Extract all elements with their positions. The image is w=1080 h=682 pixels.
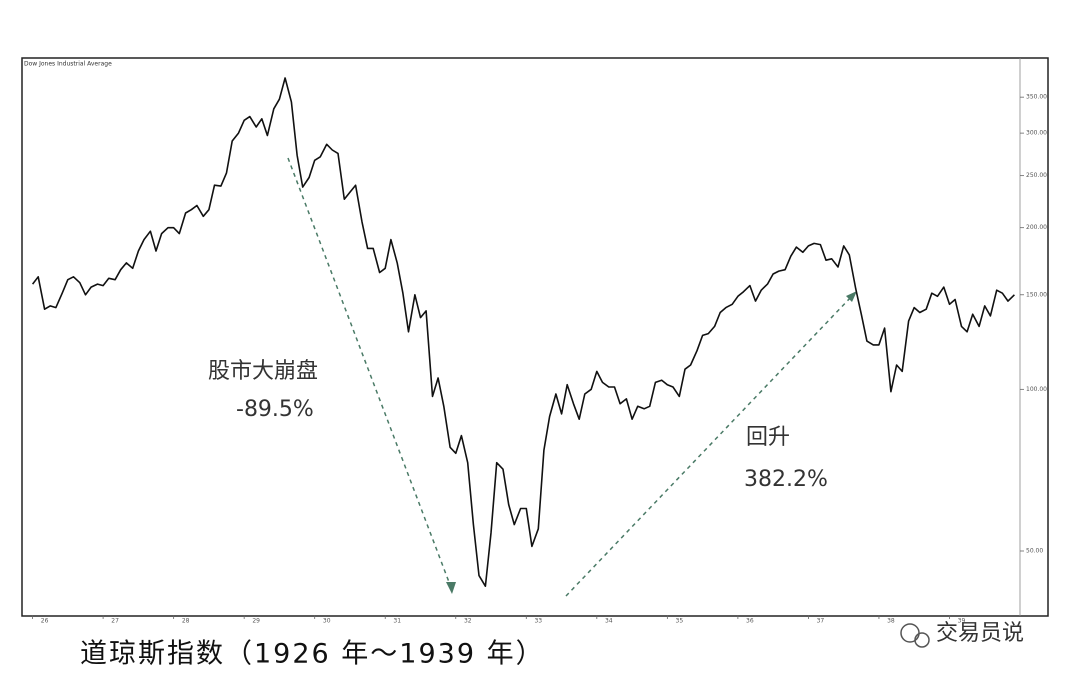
annotation-arrow xyxy=(287,157,453,591)
annotation: 382.2% xyxy=(744,467,828,492)
y-tick-label: 300.00 xyxy=(1026,130,1047,137)
x-tick-label: 36 xyxy=(746,618,754,625)
chart-title: 道琼斯指数（1926 年～1939 年） xyxy=(80,639,545,670)
annotation: -89.5% xyxy=(236,397,314,422)
y-tick-label: 100.00 xyxy=(1026,386,1047,393)
x-tick-label: 31 xyxy=(393,618,401,625)
x-tick-label: 38 xyxy=(887,618,895,625)
x-tick-label: 26 xyxy=(41,618,49,625)
watermark-icon xyxy=(900,623,920,643)
plot-frame xyxy=(21,57,1049,617)
series-label: Dow Jones Industrial Average xyxy=(24,61,112,68)
x-tick-label: 34 xyxy=(605,618,613,625)
x-tick-label: 37 xyxy=(817,618,825,625)
arrow-head xyxy=(446,582,456,594)
watermark-icon xyxy=(914,632,930,648)
y-tick-label: 150.00 xyxy=(1026,291,1047,298)
x-tick-label: 32 xyxy=(464,618,472,625)
y-tick-label: 250.00 xyxy=(1026,172,1047,179)
data-line xyxy=(31,77,1015,587)
y-tick-label: 50.00 xyxy=(1026,547,1043,554)
x-tick-label: 29 xyxy=(252,618,260,625)
arrow-head xyxy=(846,291,857,302)
x-tick-label: 28 xyxy=(182,618,190,625)
watermark-text: 交易员说 xyxy=(936,621,1024,646)
y-tick-label: 200.00 xyxy=(1026,224,1047,231)
x-tick-label: 35 xyxy=(676,618,684,625)
x-tick-label: 27 xyxy=(111,618,119,625)
y-tick-label: 350.00 xyxy=(1026,94,1047,101)
annotation: 股市大崩盘 xyxy=(208,359,318,384)
x-tick-label: 39 xyxy=(958,618,966,625)
annotation: 回升 xyxy=(746,425,790,450)
watermark: 交易员说 xyxy=(900,621,1024,648)
x-tick-label: 30 xyxy=(323,618,331,625)
annotation-arrow xyxy=(565,295,853,597)
x-tick-label: 33 xyxy=(534,618,542,625)
